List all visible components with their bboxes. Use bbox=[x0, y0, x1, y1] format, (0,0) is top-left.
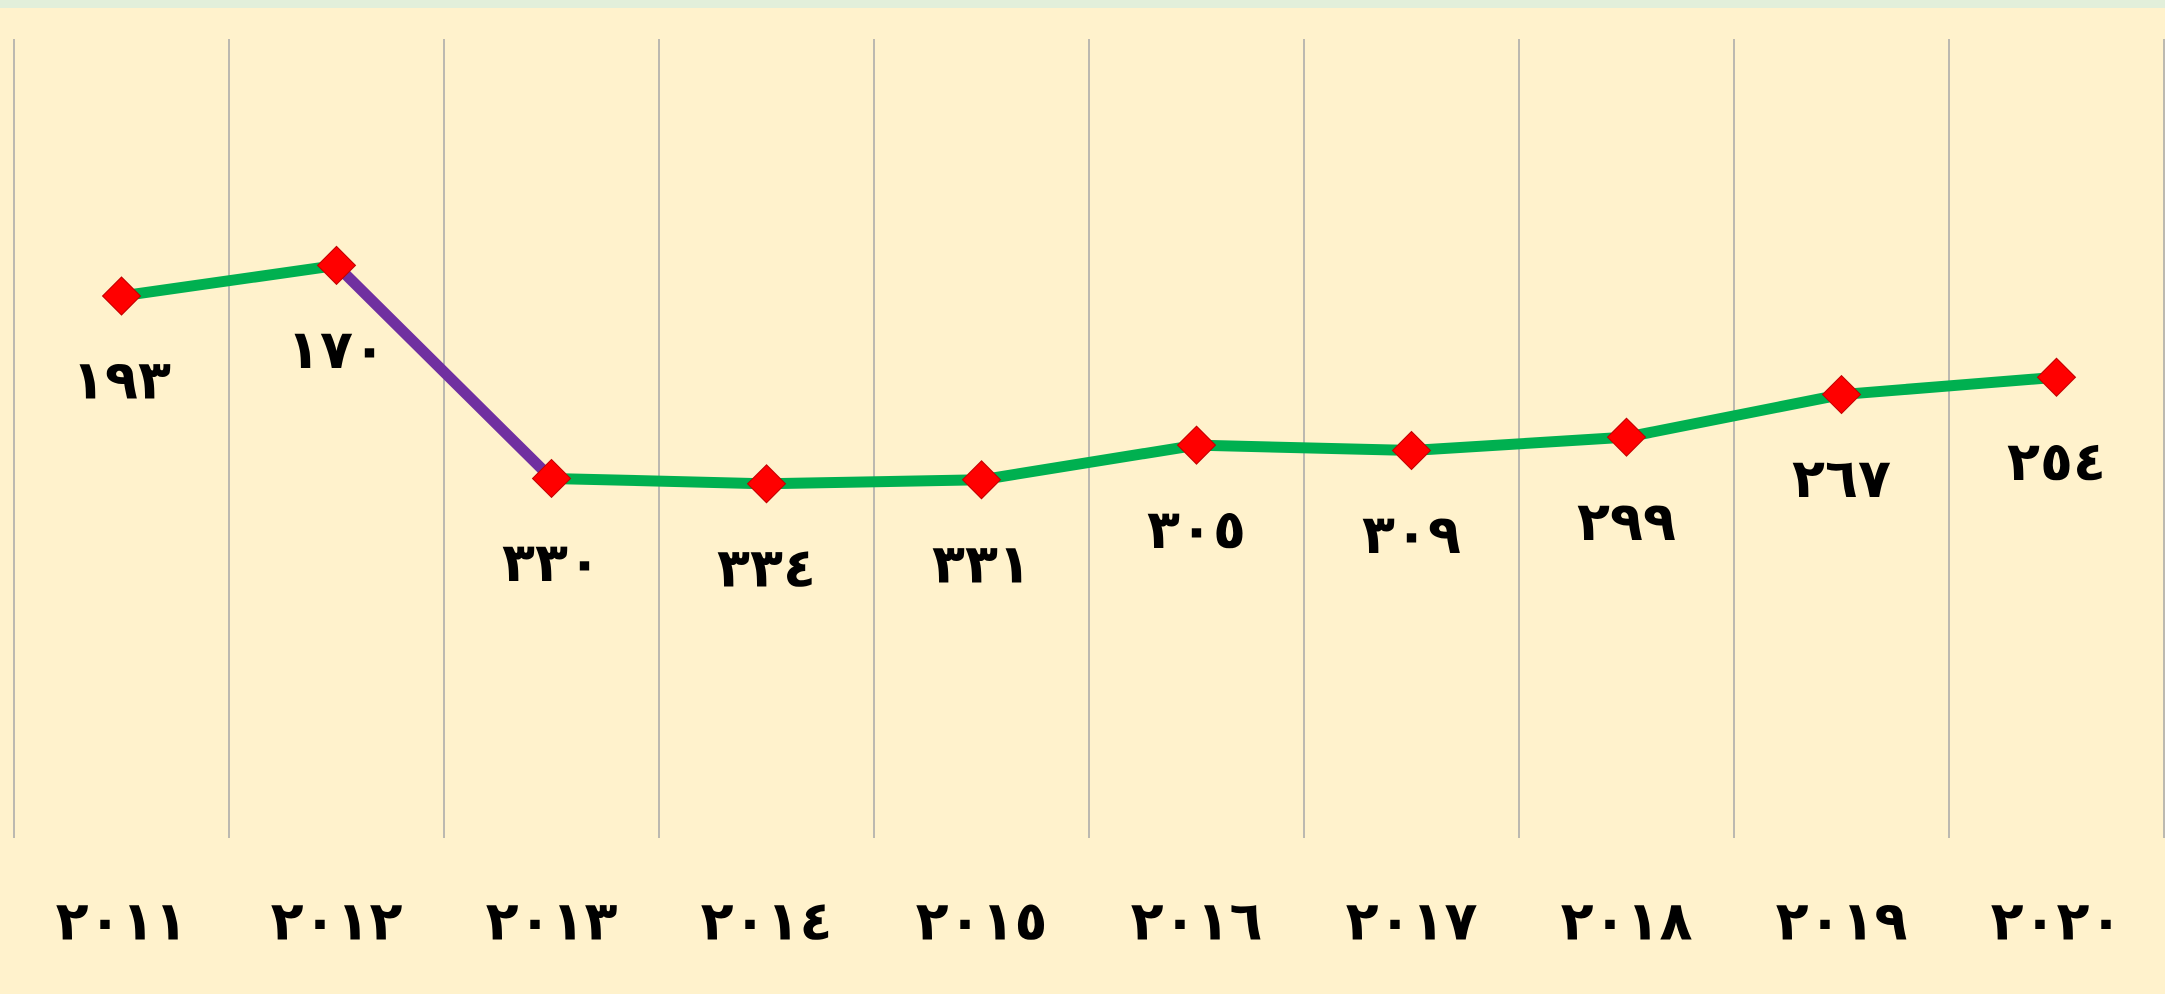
line-segment bbox=[1406, 431, 1632, 456]
marker bbox=[1821, 374, 1862, 415]
marker bbox=[1176, 425, 1217, 465]
data-label: ٢٩٩ bbox=[1577, 490, 1676, 553]
line-segment bbox=[1621, 389, 1847, 443]
line-segment bbox=[761, 474, 987, 490]
marker bbox=[2036, 357, 2077, 397]
marker bbox=[531, 458, 572, 499]
x-tick-label: ٢٠١٨ bbox=[1561, 890, 1693, 953]
x-tick-label: ٢٠١٦ bbox=[1131, 890, 1263, 953]
x-tick-label: ٢٠١٥ bbox=[916, 890, 1048, 953]
x-tick-label: ٢٠١٣ bbox=[486, 890, 618, 953]
line-segment bbox=[546, 472, 772, 490]
top-band bbox=[0, 0, 2165, 8]
marker bbox=[1606, 417, 1647, 457]
data-label: ٣٣٠ bbox=[502, 531, 601, 594]
marker bbox=[746, 464, 787, 504]
marker bbox=[1391, 430, 1432, 471]
data-label: ٣٣٤ bbox=[717, 536, 816, 599]
data-label: ١٩٣ bbox=[72, 349, 171, 412]
data-label: ٣٠٩ bbox=[1362, 503, 1461, 566]
marker bbox=[316, 245, 357, 286]
marker bbox=[101, 276, 142, 316]
x-tick-label: ٢٠١٩ bbox=[1776, 890, 1908, 953]
marker bbox=[961, 460, 1002, 500]
line-segment bbox=[1836, 371, 2062, 401]
data-label: ٣٠٥ bbox=[1147, 498, 1246, 561]
x-tick-label: ٢٠١٧ bbox=[1346, 890, 1478, 953]
data-label: ٣٣١ bbox=[932, 532, 1031, 595]
data-label: ٢٦٧ bbox=[1792, 447, 1891, 510]
data-label: ٢٥٤ bbox=[2007, 430, 2106, 493]
line-segment bbox=[1191, 439, 1417, 456]
line-segment bbox=[116, 259, 342, 302]
x-tick-label: ٢٠١٢ bbox=[271, 890, 403, 953]
x-tick-label: ٢٠٢٠ bbox=[1991, 890, 2123, 953]
data-label: ١٧٠ bbox=[287, 318, 386, 381]
line-segment bbox=[331, 259, 557, 484]
x-tick-label: ٢٠١٤ bbox=[701, 890, 833, 953]
line-segment bbox=[976, 439, 1202, 486]
x-tick-label: ٢٠١١ bbox=[56, 890, 188, 953]
